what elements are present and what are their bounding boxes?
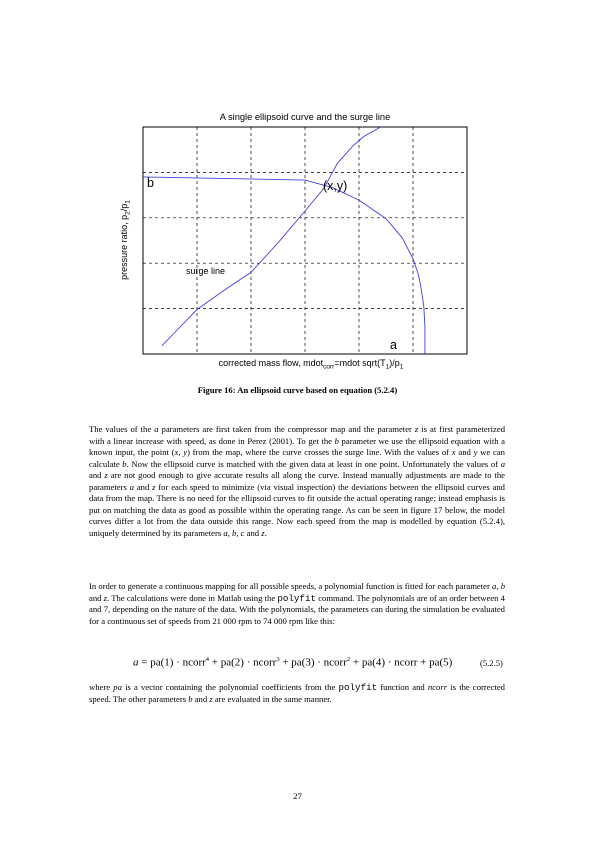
text: , bbox=[227, 527, 232, 538]
text: is at first parameterized with a linear … bbox=[89, 424, 506, 446]
math-var: z bbox=[209, 693, 213, 704]
x-label-sub: corr bbox=[323, 364, 335, 371]
paragraph-3: where pa is a vector containing the poly… bbox=[89, 682, 505, 705]
y-label-part: pressure ratio, p bbox=[119, 215, 129, 280]
chart-series bbox=[142, 126, 426, 354]
code-polyfit: polyfit bbox=[338, 682, 378, 693]
text: are not good enough to give accurate res… bbox=[89, 470, 505, 492]
surge-line bbox=[161, 126, 381, 347]
label-xy: (x,y) bbox=[323, 179, 347, 193]
math-var: z bbox=[103, 592, 108, 603]
eq-term: + pa(2) · ncorr bbox=[209, 656, 277, 669]
text: , bbox=[236, 527, 241, 538]
x-label-sub: 1 bbox=[386, 364, 390, 371]
figure-caption: Figure 16: An ellipsoid curve based on e… bbox=[197, 385, 398, 395]
math-var: y bbox=[473, 447, 478, 458]
chart-title: A single ellipsoid curve and the surge l… bbox=[220, 112, 391, 122]
math-var: b bbox=[232, 527, 237, 538]
eq-exponent: 2 bbox=[346, 656, 351, 663]
text: and bbox=[455, 447, 474, 458]
y-label-part: /p bbox=[119, 204, 129, 212]
ellipsoid-curve-line bbox=[142, 176, 426, 354]
text: and bbox=[89, 592, 104, 603]
text: where bbox=[89, 682, 114, 692]
eq-exponent: 3 bbox=[276, 656, 280, 663]
math-var: z bbox=[152, 481, 156, 492]
y-axis-label: pressure ratio, p2/p1 bbox=[119, 200, 132, 280]
paragraph-1: The values of the a parameters are first… bbox=[89, 424, 505, 539]
text: , bbox=[496, 581, 501, 591]
math-var: b bbox=[500, 581, 506, 591]
math-var: a bbox=[492, 581, 497, 591]
math-var: b bbox=[188, 693, 193, 704]
math-var: z bbox=[414, 424, 419, 434]
label-b: b bbox=[147, 176, 154, 190]
x-label-part: corrected mass flow, mdot bbox=[219, 358, 324, 368]
text: for each speed to minimize (via visual i… bbox=[89, 481, 505, 538]
text: and bbox=[89, 470, 105, 481]
chart-grid bbox=[143, 127, 467, 354]
math-var: a bbox=[129, 481, 134, 492]
x-label-part: =mdot sqrt(T bbox=[334, 358, 386, 368]
text: . The calculations were done in Matlab u… bbox=[107, 592, 278, 603]
label-a: a bbox=[390, 338, 397, 352]
text: and bbox=[192, 693, 210, 704]
plot-frame bbox=[142, 126, 468, 355]
x-label-part: )/p bbox=[389, 358, 400, 368]
text: ) from the map, where the curve crosses … bbox=[187, 447, 452, 458]
math-var: a bbox=[500, 458, 505, 469]
ellipsoid-figure: A single ellipsoid curve and the surge l… bbox=[119, 112, 468, 371]
text: parameters are first taken from the comp… bbox=[158, 424, 415, 434]
page-number: 27 bbox=[293, 791, 302, 801]
text: In order to generate a continuous mappin… bbox=[89, 581, 493, 591]
math-var: x, y bbox=[174, 447, 188, 458]
math-var: z bbox=[261, 527, 265, 538]
math-var: a bbox=[154, 424, 159, 434]
text: command. The polynomials are of an order… bbox=[89, 592, 505, 626]
eq-exponent: 4 bbox=[205, 656, 210, 663]
text: The values of the bbox=[89, 424, 155, 434]
math-var: b bbox=[122, 458, 127, 469]
label-surge-line: surge line bbox=[186, 266, 225, 276]
math-var: c bbox=[240, 527, 245, 538]
text: are evaluated in the same manner. bbox=[212, 693, 332, 704]
eq-term: + pa(4) · ncorr + pa(5) bbox=[350, 656, 453, 669]
text: we can calculate bbox=[89, 447, 505, 469]
text: function and bbox=[377, 682, 428, 692]
math-var: z bbox=[104, 470, 108, 481]
text: . Now the ellipsoid curve is matched wit… bbox=[126, 458, 501, 469]
text: is a vector containing the polynomial co… bbox=[121, 682, 339, 692]
text: and bbox=[133, 481, 153, 492]
x-label-sub: 1 bbox=[400, 364, 404, 371]
eq-term: + pa(3) · ncorr bbox=[279, 656, 347, 669]
math-var: b bbox=[334, 435, 339, 446]
math-var: a bbox=[223, 527, 228, 538]
y-label-sub: 1 bbox=[125, 200, 132, 204]
math-var: pa bbox=[113, 682, 122, 692]
equation-5-2-5: a = pa(1) · ncorr4 + pa(2) · ncorr3 + pa… bbox=[0, 654, 595, 674]
code-polyfit: polyfit bbox=[277, 592, 316, 604]
equation-number: (5.2.5) bbox=[480, 658, 503, 668]
text: . bbox=[264, 527, 267, 538]
eq-var-a: a bbox=[133, 656, 139, 669]
equation-body: a = pa(1) · ncorr4 + pa(2) · ncorr3 + pa… bbox=[133, 656, 452, 669]
text: is the corrected speed. The other parame… bbox=[89, 682, 505, 704]
math-var: x bbox=[451, 447, 456, 458]
y-label-sub: 2 bbox=[125, 211, 132, 215]
math-var: ncorr bbox=[427, 682, 448, 692]
text: parameter we use the ellipsoid equation … bbox=[89, 435, 505, 458]
eq-term: = pa(1) · ncorr bbox=[138, 656, 206, 669]
paragraph-2: In order to generate a continuous mappin… bbox=[89, 581, 505, 627]
text: and bbox=[244, 527, 262, 538]
x-axis-label: corrected mass flow, mdotcorr=mdot sqrt(… bbox=[219, 358, 404, 371]
